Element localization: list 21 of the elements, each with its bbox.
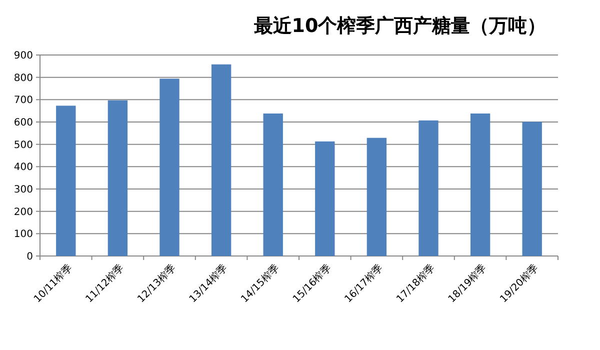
y-tick-label: 900 — [14, 50, 33, 62]
bar — [56, 106, 76, 256]
bar — [366, 138, 387, 256]
bar — [418, 120, 438, 256]
bar — [211, 64, 232, 256]
bar — [108, 100, 128, 256]
y-tick-label: 700 — [14, 95, 33, 106]
bar — [263, 114, 283, 256]
chart-title: 最近10个榨季广西产糖量（万吨） — [252, 15, 546, 37]
y-tick-label: 500 — [14, 140, 33, 151]
y-tick-label: 0 — [26, 252, 33, 262]
y-tick-label: 400 — [14, 162, 33, 174]
y-tick-label: 800 — [14, 72, 33, 84]
y-tick-label: 600 — [14, 118, 33, 128]
bar — [522, 122, 542, 256]
y-tick-label: 300 — [14, 184, 33, 196]
y-tick-label: 100 — [14, 229, 33, 240]
bar — [160, 78, 180, 256]
bar — [315, 141, 335, 256]
y-tick-label: 200 — [14, 206, 33, 218]
bar — [470, 114, 490, 256]
